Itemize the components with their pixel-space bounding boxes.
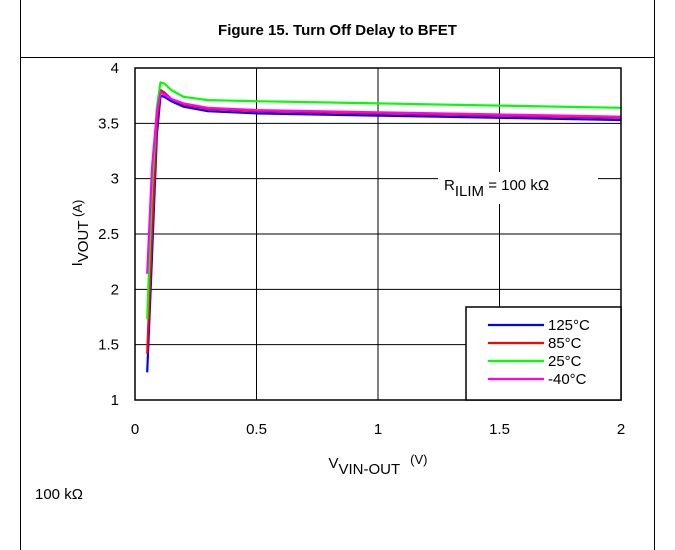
- y-tick-label: 1.5: [98, 337, 119, 354]
- x-axis-label-main: V: [328, 455, 338, 472]
- x-axis-label: VVIN-OUT (V): [328, 452, 427, 478]
- y-tick-label: 2: [111, 281, 119, 298]
- x-tick-label: 1.5: [489, 421, 510, 438]
- y-tick-label: 4: [111, 60, 119, 77]
- series-lines: [146, 81, 622, 373]
- footnote-text: 100 kΩ: [35, 486, 83, 503]
- legend-label: 125°C: [548, 317, 590, 334]
- legend-label: -40°C: [548, 371, 587, 388]
- tick-labels: 0 0.5 1 1.5 2 1 1.5 2 2.5 3 3.5 4: [98, 60, 625, 438]
- legend-label: 25°C: [548, 353, 582, 370]
- y-tick-label: 3.5: [98, 115, 119, 132]
- x-tick-label: 0: [131, 421, 139, 438]
- x-tick-label: 2: [617, 421, 625, 438]
- y-tick-label: 2.5: [98, 226, 119, 243]
- y-axis-label: IVOUT (A): [69, 200, 92, 267]
- y-axis-label-sub: VOUT: [75, 221, 92, 263]
- y-axis-label-unit: (A): [70, 200, 85, 221]
- y-tick-label: 1: [111, 392, 119, 409]
- figure-title: Figure 15. Turn Off Delay to BFET: [218, 22, 457, 39]
- legend: 125°C85°C25°C-40°C: [465, 306, 622, 401]
- x-tick-label: 0.5: [246, 421, 267, 438]
- annotation-main: R: [444, 177, 455, 194]
- legend-box: [465, 306, 622, 401]
- legend-label: 85°C: [548, 335, 582, 352]
- series-line-3: [146, 91, 622, 274]
- rilim-annotation: RILIM = 100 kΩ: [444, 177, 549, 200]
- x-axis-label-sub: VIN-OUT: [339, 461, 401, 478]
- x-tick-label: 1: [374, 421, 382, 438]
- annotation-sub: ILIM: [455, 183, 484, 200]
- y-tick-label: 3: [111, 171, 119, 188]
- x-axis-label-unit: (V): [410, 452, 427, 467]
- annotation-background: [438, 172, 598, 204]
- plot-area-border: [134, 67, 622, 401]
- y-axis-label-main: I: [69, 262, 86, 266]
- annotation-rest: = 100 kΩ: [484, 177, 549, 194]
